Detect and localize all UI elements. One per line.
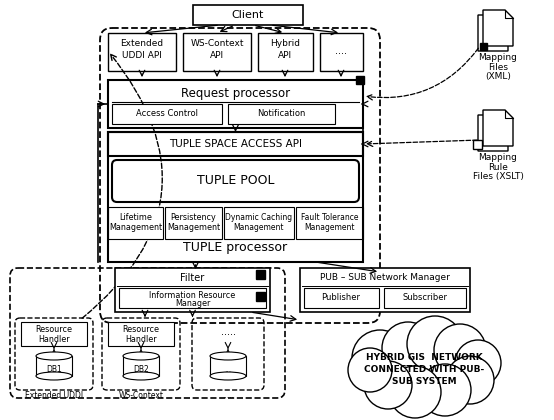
- Circle shape: [419, 364, 471, 416]
- Bar: [384, 288, 466, 308]
- Bar: [356, 76, 364, 84]
- Bar: [108, 33, 176, 71]
- Text: Extended: Extended: [120, 39, 163, 48]
- Text: Publisher: Publisher: [321, 294, 361, 302]
- Circle shape: [389, 366, 441, 418]
- Bar: [119, 288, 266, 308]
- Ellipse shape: [123, 352, 159, 360]
- Text: Mapping: Mapping: [479, 153, 517, 163]
- Text: Extended UDDI: Extended UDDI: [25, 391, 83, 401]
- Bar: [320, 33, 363, 71]
- Text: WS-Context: WS-Context: [119, 391, 163, 401]
- Text: Information Resource: Information Resource: [150, 291, 235, 299]
- Bar: [183, 33, 251, 71]
- Text: Resource: Resource: [122, 325, 160, 333]
- Text: Notification: Notification: [257, 110, 305, 118]
- Polygon shape: [483, 10, 513, 46]
- Bar: [304, 288, 379, 308]
- Text: API: API: [278, 50, 292, 60]
- Ellipse shape: [123, 372, 159, 380]
- Text: Hybrid: Hybrid: [270, 39, 300, 48]
- Ellipse shape: [210, 352, 246, 360]
- Text: CONNECTED WITH PUB-: CONNECTED WITH PUB-: [364, 365, 484, 375]
- Text: Management: Management: [304, 223, 355, 231]
- Bar: [210, 356, 246, 376]
- Bar: [108, 80, 363, 128]
- Bar: [112, 104, 222, 124]
- Text: Manager: Manager: [175, 299, 210, 309]
- Bar: [258, 33, 313, 71]
- Circle shape: [348, 348, 392, 392]
- Circle shape: [455, 340, 501, 386]
- Ellipse shape: [36, 352, 72, 360]
- Text: ...: ...: [224, 365, 232, 375]
- Bar: [228, 104, 335, 124]
- Text: UDDI API: UDDI API: [122, 50, 162, 60]
- Circle shape: [407, 316, 463, 372]
- Bar: [480, 43, 487, 50]
- Circle shape: [446, 356, 494, 404]
- Circle shape: [434, 324, 486, 376]
- Bar: [21, 322, 87, 346]
- Text: Client: Client: [232, 10, 264, 20]
- Text: WS-Context: WS-Context: [190, 39, 244, 48]
- Text: Fault Tolerance: Fault Tolerance: [301, 213, 358, 221]
- Bar: [296, 207, 363, 239]
- Text: DB1: DB1: [46, 365, 62, 375]
- Text: .....: .....: [222, 391, 234, 401]
- Bar: [108, 322, 174, 346]
- Text: API: API: [210, 50, 224, 60]
- Polygon shape: [478, 115, 508, 151]
- Bar: [123, 356, 159, 376]
- Bar: [256, 270, 265, 279]
- Bar: [256, 292, 265, 301]
- Circle shape: [382, 322, 434, 374]
- Text: Filter: Filter: [181, 273, 204, 283]
- Text: (XML): (XML): [485, 71, 511, 81]
- Bar: [108, 132, 363, 262]
- Circle shape: [364, 361, 412, 409]
- Text: Management: Management: [109, 223, 162, 231]
- Bar: [115, 268, 270, 312]
- Text: DB2: DB2: [133, 365, 149, 375]
- Bar: [165, 207, 222, 239]
- Bar: [108, 207, 163, 239]
- Ellipse shape: [210, 372, 246, 380]
- Text: PUB – SUB Network Manager: PUB – SUB Network Manager: [320, 273, 450, 283]
- Text: Management: Management: [167, 223, 220, 231]
- Text: Mapping: Mapping: [479, 53, 517, 63]
- Text: TUPLE processor: TUPLE processor: [183, 241, 288, 255]
- Bar: [473, 140, 482, 149]
- Text: TUPLE POOL: TUPLE POOL: [197, 174, 274, 187]
- Text: HYBRID GIS  NETWORK: HYBRID GIS NETWORK: [366, 354, 483, 362]
- Bar: [300, 268, 470, 312]
- Text: Lifetime: Lifetime: [119, 213, 152, 221]
- FancyBboxPatch shape: [112, 160, 359, 202]
- Text: .....: .....: [220, 327, 235, 337]
- Polygon shape: [478, 15, 508, 51]
- Text: Access Control: Access Control: [136, 110, 198, 118]
- Text: ....: ....: [335, 46, 347, 56]
- Text: Dynamic Caching: Dynamic Caching: [225, 213, 293, 221]
- Text: Handler: Handler: [38, 334, 70, 344]
- Text: TUPLE SPACE ACCESS API: TUPLE SPACE ACCESS API: [169, 139, 302, 149]
- Text: Rule: Rule: [488, 163, 508, 171]
- Bar: [193, 5, 303, 25]
- Text: Files: Files: [488, 63, 508, 71]
- Ellipse shape: [36, 372, 72, 380]
- Text: Management: Management: [234, 223, 284, 231]
- Text: Handler: Handler: [125, 334, 157, 344]
- Text: Persistency: Persistency: [171, 213, 217, 221]
- Bar: [36, 356, 72, 376]
- Text: SUB SYSTEM: SUB SYSTEM: [392, 378, 456, 386]
- Polygon shape: [483, 110, 513, 146]
- Bar: [224, 207, 294, 239]
- Text: Files (XSLT): Files (XSLT): [473, 171, 524, 181]
- Bar: [108, 132, 363, 156]
- Circle shape: [352, 330, 408, 386]
- Text: Request processor: Request processor: [181, 87, 290, 100]
- Text: Resource: Resource: [35, 325, 73, 333]
- Text: Subscriber: Subscriber: [403, 294, 448, 302]
